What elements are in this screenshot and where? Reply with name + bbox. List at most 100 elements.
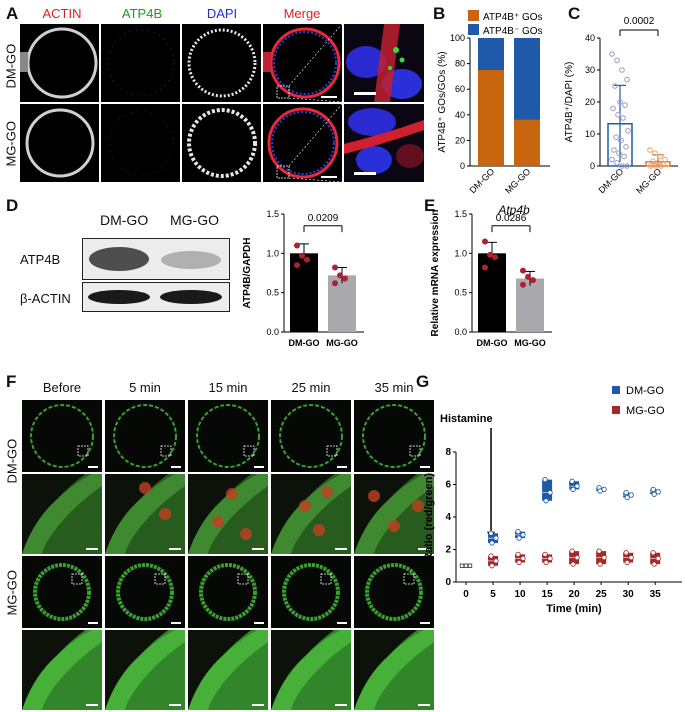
box-point: [570, 486, 576, 492]
f-image-r0-c3: [271, 400, 351, 472]
f-header-4: 35 min: [374, 380, 414, 395]
data-point: [525, 273, 531, 280]
data-point: [482, 238, 488, 245]
data-point: [294, 262, 300, 269]
y-tick-label: 1.0: [454, 248, 467, 258]
micrograph-atp4b-mg: [101, 104, 180, 182]
f-image-r0-c2: [188, 400, 268, 472]
box-point: [628, 492, 634, 498]
y-tick-label: 30: [585, 65, 595, 75]
box-point: [596, 548, 602, 554]
box-point: [488, 553, 494, 559]
f-image-r0-c4: [354, 400, 434, 472]
data-point: [611, 147, 617, 153]
micrograph-dapi-dm: [182, 24, 261, 102]
y-axis-label: ATP4B/GAPDH: [242, 238, 253, 309]
legend-swatch-dm: [612, 386, 620, 394]
box-point: [628, 555, 634, 561]
bar: [478, 253, 506, 332]
box-point: [467, 563, 473, 568]
y-tick-label: 20: [455, 135, 465, 145]
f-image-r3-c4: [354, 630, 434, 710]
f-image-r2-c2: [188, 556, 268, 628]
box-point: [516, 535, 522, 541]
box-point: [493, 558, 499, 564]
y-tick-label: 1.5: [454, 209, 467, 219]
box-point: [515, 551, 521, 557]
data-point: [614, 160, 620, 166]
micrograph-actin-dm: [20, 24, 99, 102]
box-point: [650, 550, 656, 556]
f-image-r2-c0: [22, 556, 102, 628]
blot-atp4b: [82, 238, 230, 280]
y-tick-label: 1.5: [266, 209, 279, 219]
row-label-dm-go: DM-GO: [3, 43, 19, 89]
x-tick-label: DM-GO: [467, 166, 496, 195]
legend-text-dm: DM-GO: [626, 385, 664, 397]
data-point: [616, 150, 622, 156]
x-tick-label: 25: [596, 589, 608, 600]
data-point: [618, 137, 624, 144]
f-image-r3-c1: [105, 630, 185, 710]
annotation: Histamine: [440, 413, 493, 425]
f-header-2: 15 min: [208, 380, 248, 395]
f-image-r2-c3: [271, 556, 351, 628]
f-image-r2-c1: [105, 556, 185, 628]
y-tick-label: 10: [585, 129, 595, 139]
micrograph-merge-dm: [263, 24, 342, 102]
box-point: [574, 555, 580, 561]
x-tick-label: 35: [650, 589, 662, 600]
y-tick-label: 1.0: [266, 248, 279, 258]
panel-b-label: B: [433, 4, 446, 23]
bar: [516, 278, 544, 332]
p-value: 0.0209: [308, 213, 339, 224]
box-point: [543, 498, 549, 504]
x-axis-label: Time (min): [546, 603, 602, 615]
panel-c-chart: 0 10 20 30 40 ATP4B⁺/DAPI (%) DM-GO MG-GO 0.0002: [564, 16, 678, 196]
bar-positive: [478, 70, 504, 166]
legend-swatch-mg: [612, 406, 620, 414]
box-point: [624, 494, 630, 501]
f-row-label-dm: DM-GO: [4, 438, 20, 484]
legend-swatch-positive: [468, 10, 479, 21]
y-tick-label: 8: [445, 447, 451, 458]
legend-swatch-negative: [468, 24, 479, 35]
y-tick-label: 4: [445, 512, 451, 523]
y-tick-label: 0: [460, 161, 465, 171]
data-point: [332, 280, 338, 287]
box-point: [574, 483, 580, 489]
x-tick-label: DM-GO: [477, 338, 508, 348]
data-point: [294, 242, 300, 249]
y-tick-label: 0: [445, 577, 451, 588]
x-tick-label: 10: [514, 589, 526, 600]
f-image-r3-c2: [188, 630, 268, 710]
micrograph-merge-mg: [263, 104, 342, 182]
box-point: [624, 559, 630, 566]
y-axis-label: ATP4B⁺ GOs/GOs (%): [437, 51, 448, 152]
box-point: [493, 535, 499, 541]
data-point: [650, 158, 656, 164]
box-point: [547, 555, 553, 562]
y-tick-label: 6: [445, 480, 451, 491]
y-axis-label: ATP4B⁺/DAPI (%): [564, 62, 575, 143]
y-tick-label: 0.0: [454, 327, 467, 337]
header-merge: Merge: [283, 6, 321, 21]
box-point: [651, 491, 657, 497]
legend-text-negative: ATP4B⁻ GOs: [483, 26, 543, 37]
header-dapi: DAPI: [206, 6, 238, 21]
f-image-r1-c0: [22, 474, 102, 554]
data-point: [482, 264, 488, 271]
data-point: [662, 156, 668, 163]
f-image-r0-c1: [105, 400, 185, 472]
data-point: [615, 112, 621, 118]
data-point: [624, 163, 630, 169]
data-point: [342, 275, 348, 282]
box-point: [655, 489, 661, 495]
x-tick-label: MG-GO: [503, 166, 532, 195]
f-image-r1-c3: [271, 474, 351, 554]
x-tick-label: MG-GO: [634, 166, 663, 195]
box-point: [547, 490, 553, 496]
header-atp4b: ATP4B: [121, 6, 163, 21]
f-row-label-mg: MG-GO: [4, 570, 20, 616]
box-point: [569, 548, 575, 554]
